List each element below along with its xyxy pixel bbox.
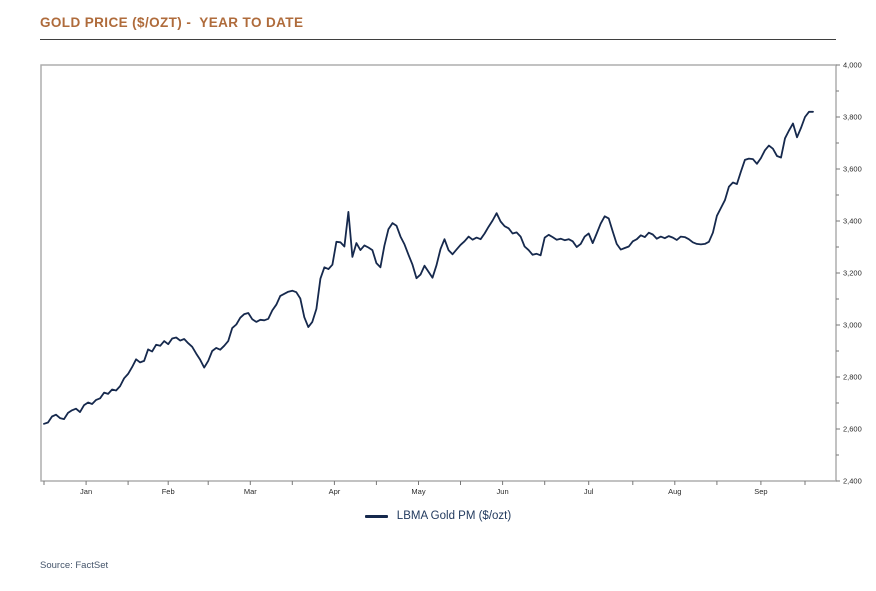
x-axis-label: Jan [80, 487, 92, 496]
x-axis-label: Aug [668, 487, 681, 496]
page-title: GOLD PRICE ($/OZT) - YEAR TO DATE [40, 15, 304, 30]
chart-legend: LBMA Gold PM ($/ozt) [0, 510, 876, 522]
legend-series-label: LBMA Gold PM ($/ozt) [396, 510, 512, 522]
y-axis-label: 2,800 [843, 373, 862, 382]
y-axis-label: 4,000 [843, 61, 862, 70]
y-axis-label: 2,400 [843, 477, 862, 486]
x-axis-label: Jul [584, 487, 594, 496]
y-axis-label: 3,600 [843, 165, 862, 174]
x-axis-label: Feb [162, 487, 175, 496]
price-line-series [43, 110, 814, 425]
y-axis-label: 3,000 [843, 321, 862, 330]
gold-price-line-chart: 2,400 2,600 2,800 3,000 3,200 3,400 3,600 3,800… [40, 61, 862, 496]
x-axis-label: Mar [244, 487, 257, 496]
x-axis-label: May [411, 487, 425, 496]
y-axis-label: 3,200 [843, 269, 862, 278]
title-underline [40, 39, 836, 40]
y-axis-label: 3,400 [843, 217, 862, 226]
x-axis-label: Apr [329, 487, 341, 496]
source-text: Source: FactSet [40, 560, 109, 571]
y-axis-label: 2,600 [843, 425, 862, 434]
y-axis-label: 3,800 [843, 113, 862, 122]
legend-line-swatch [364, 514, 388, 518]
x-axis-label: Jun [497, 487, 509, 496]
x-axis-label: Sep [754, 487, 767, 496]
plot-frame [40, 64, 837, 482]
